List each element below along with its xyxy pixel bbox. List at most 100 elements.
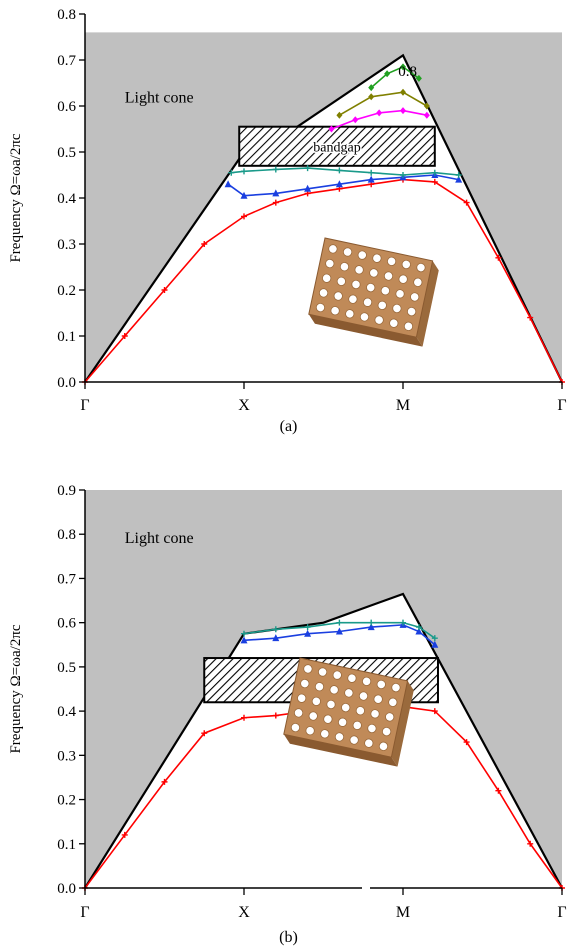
data-point <box>201 730 208 737</box>
slab-hole <box>391 682 401 693</box>
data-point <box>241 630 247 637</box>
data-point <box>224 180 232 188</box>
slab-hole <box>332 670 342 680</box>
slab-hole <box>403 321 414 331</box>
data-point <box>415 74 422 82</box>
bandgap-region <box>238 125 436 167</box>
data-point <box>431 635 438 642</box>
data-point <box>400 619 406 626</box>
slab-hole <box>406 307 417 317</box>
slab-hole <box>293 708 304 718</box>
y-tick-label: 0.6 <box>57 99 76 115</box>
slab-hole <box>401 259 411 270</box>
data-point <box>384 70 391 78</box>
data-point <box>161 778 168 785</box>
slab-hole <box>359 312 370 322</box>
y-tick-label: 0.0 <box>57 881 76 897</box>
slab-hole <box>328 244 338 254</box>
series-5 <box>368 63 422 92</box>
slab-hole <box>378 741 389 751</box>
data-point <box>455 172 462 178</box>
slab-hole <box>388 697 398 707</box>
slab-hole <box>366 282 376 293</box>
data-point <box>272 634 280 642</box>
slab-hole <box>361 676 372 686</box>
slab-hole <box>337 717 348 727</box>
data-point <box>400 88 406 96</box>
slab-hole <box>349 735 359 745</box>
y-tick-label: 0.2 <box>57 283 76 299</box>
data-point <box>352 116 359 124</box>
series-line <box>370 65 420 89</box>
series-1 <box>240 620 439 648</box>
slab-hole <box>348 294 358 304</box>
light-cone-label: Light cone <box>125 89 194 106</box>
slab-hole <box>416 262 426 273</box>
data-point <box>241 168 247 175</box>
data-point <box>240 636 248 644</box>
y-tick-label: 0.4 <box>57 704 76 720</box>
slab-hole <box>351 279 361 290</box>
data-point <box>328 125 335 133</box>
data-point <box>304 624 311 631</box>
chart-panel-b: bandgap0.00.10.20.30.40.50.60.70.80.9ΓXM… <box>8 483 567 946</box>
data-point <box>336 619 343 626</box>
y-tick-label: 0.5 <box>57 145 76 161</box>
data-point <box>527 314 534 321</box>
data-point <box>335 180 343 188</box>
data-point <box>463 739 470 746</box>
y-tick-label: 0.7 <box>57 571 76 587</box>
data-point <box>304 165 311 172</box>
bandgap-label: bandgap <box>313 140 360 155</box>
slab-hole <box>383 271 394 281</box>
data-point <box>304 184 312 192</box>
data-point <box>400 172 406 178</box>
y-tick-label: 0.2 <box>57 793 76 809</box>
data-point <box>368 84 375 92</box>
slab-hole <box>352 720 362 730</box>
data-point <box>376 109 383 117</box>
data-point <box>304 629 312 637</box>
series-line <box>231 167 459 176</box>
slab-hole <box>341 702 351 713</box>
data-point <box>431 708 438 715</box>
slab-hole <box>381 727 392 737</box>
data-point <box>423 111 430 119</box>
data-point <box>240 191 248 199</box>
slab-hole <box>373 694 383 704</box>
data-point <box>368 619 375 626</box>
data-point <box>241 714 247 721</box>
slab-hole <box>323 714 333 724</box>
y-tick-label: 0.1 <box>57 837 76 853</box>
slab-hole <box>358 691 369 701</box>
x-tick-label: X <box>238 397 250 414</box>
data-point <box>400 63 406 71</box>
slab-hole <box>374 315 384 325</box>
x-tick-label: Γ <box>80 904 89 921</box>
y-tick-label: 0.7 <box>57 53 76 69</box>
slab-hole <box>290 722 301 733</box>
slab-hole <box>354 265 364 275</box>
perforated-slab-inset <box>308 237 439 347</box>
slab-hole <box>315 302 326 313</box>
data-point <box>272 199 279 206</box>
series-line <box>243 621 436 639</box>
data-point <box>367 175 375 183</box>
slab-hole <box>398 274 408 284</box>
slab-side <box>391 680 414 767</box>
slab-hole <box>329 685 339 695</box>
slab-hole <box>385 712 395 722</box>
x-tick-label: Γ <box>80 397 89 414</box>
slab-hole <box>364 738 374 748</box>
y-tick-label: 0.4 <box>57 191 76 207</box>
slab-hole <box>303 664 313 674</box>
slab-hole <box>318 288 329 298</box>
series-line <box>338 91 428 116</box>
y-tick-label: 0.9 <box>57 483 76 499</box>
slab-hole <box>380 286 390 296</box>
y-tick-label: 0.3 <box>57 748 76 764</box>
slab-hole <box>342 247 353 257</box>
slab-side <box>283 734 398 767</box>
data-point <box>201 241 208 247</box>
